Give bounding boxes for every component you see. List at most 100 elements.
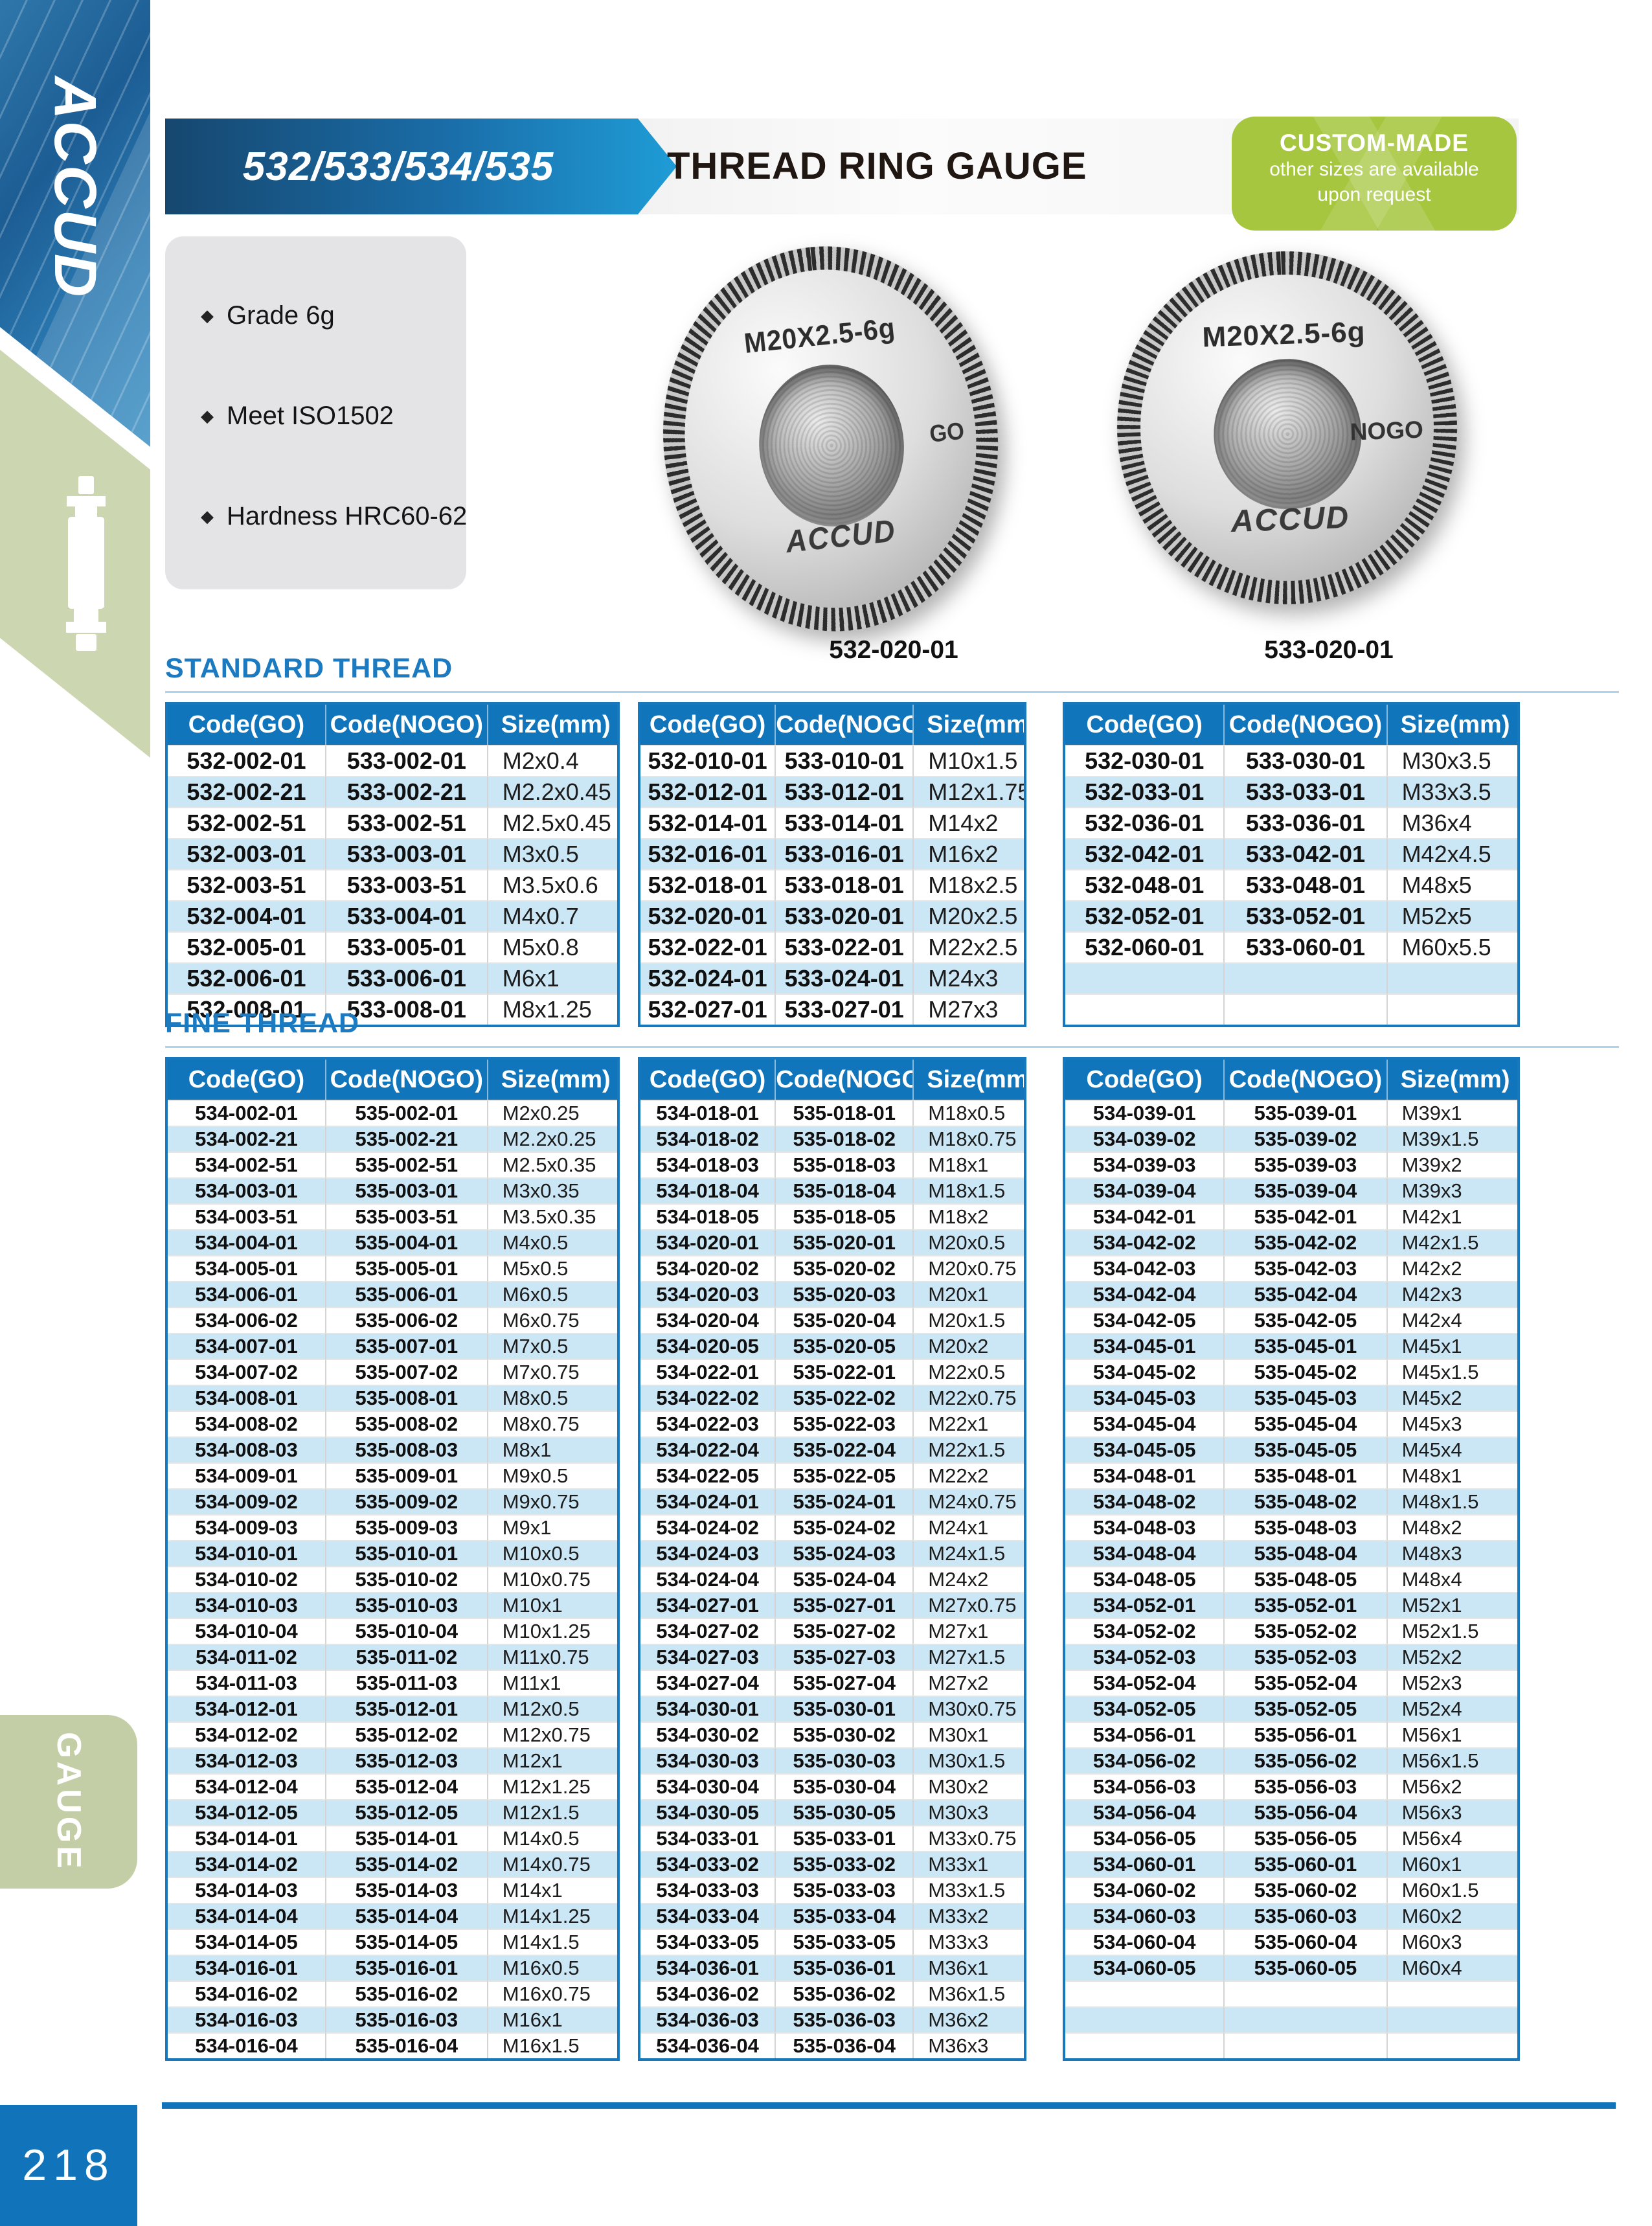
table-cell: 535-052-02 — [1223, 1618, 1386, 1644]
table-cell: 535-052-05 — [1223, 1696, 1386, 1721]
table-cell: M42x4 — [1386, 1307, 1517, 1333]
table-cell: 534-033-03 — [640, 1877, 775, 1903]
table-cell: M6x0.5 — [486, 1281, 617, 1307]
table-cell: 535-008-03 — [324, 1437, 487, 1462]
table-row: 534-010-03 535-010-03 M10x1 — [168, 1592, 617, 1618]
table-cell: M14x1.5 — [486, 1929, 617, 1955]
table-cell: 535-056-01 — [1223, 1721, 1386, 1747]
table-cell: 535-008-02 — [324, 1411, 487, 1437]
diamond-bullet-icon: ◆ — [201, 506, 214, 526]
table-cell: 532-030-01 — [1065, 745, 1224, 776]
table-cell: 535-020-04 — [775, 1307, 913, 1333]
table-cell: M10x1 — [486, 1592, 617, 1618]
table-cell: 534-009-02 — [168, 1488, 325, 1514]
table-row: 534-005-01 535-005-01 M5x0.5 — [168, 1255, 617, 1281]
column-header: Size(mm) — [1386, 705, 1517, 745]
column-header: Code(NOGO) — [1223, 705, 1386, 745]
product-photo-go-ring: M20X2.5-6g GO ACCUD — [644, 229, 1017, 648]
table-cell: 533-014-01 — [775, 807, 913, 838]
table-cell: 534-020-03 — [640, 1281, 775, 1307]
table-cell — [1223, 1981, 1386, 2006]
table-cell: 535-012-05 — [324, 1799, 487, 1825]
table-row: 534-048-03 535-048-03 M48x2 — [1065, 1514, 1517, 1540]
column-header: Code(NOGO) — [775, 705, 913, 745]
table-row: 534-052-03 535-052-03 M52x2 — [1065, 1644, 1517, 1670]
badge-title: CUSTOM-MADE — [1280, 130, 1469, 156]
table-cell: 534-010-01 — [168, 1540, 325, 1566]
table-cell: 535-010-03 — [324, 1592, 487, 1618]
table-row: 534-016-03 535-016-03 M16x1 — [168, 2006, 617, 2032]
table-cell: M33x0.75 — [912, 1825, 1024, 1851]
table-cell: 534-060-04 — [1065, 1929, 1224, 1955]
table-cell: 535-060-03 — [1223, 1903, 1386, 1929]
table-cell: M36x2 — [912, 2006, 1024, 2032]
table-cell: M33x3.5 — [1386, 776, 1517, 807]
model-banner: 532/533/534/535 — [165, 119, 677, 214]
table-cell: M10x0.5 — [486, 1540, 617, 1566]
section-title: FINE THREAD — [165, 1008, 360, 1039]
table-row: 534-009-03 535-009-03 M9x1 — [168, 1514, 617, 1540]
table-cell: 532-002-01 — [168, 745, 325, 776]
table-cell — [1065, 1981, 1224, 2006]
header-row: Code(GO)Code(NOGO)Size(mm) — [1065, 1060, 1517, 1100]
table-cell: 535-018-02 — [775, 1126, 913, 1152]
table-cell: M6x0.75 — [486, 1307, 617, 1333]
table-cell: 535-016-01 — [324, 1955, 487, 1981]
table-row: 534-045-03 535-045-03 M45x2 — [1065, 1385, 1517, 1411]
table-row: 534-002-01 535-002-01 M2x0.25 — [168, 1100, 617, 1126]
standard-thread-tables: Code(GO) Code(NOGO) Size(mm) 532-002-01 533-… — [165, 702, 1619, 1027]
table-cell: 532-014-01 — [640, 807, 775, 838]
table-cell: 535-018-01 — [775, 1100, 913, 1126]
table-cell: M8x0.75 — [486, 1411, 617, 1437]
table-cell: M5x0.5 — [486, 1255, 617, 1281]
table-cell: 534-045-04 — [1065, 1411, 1224, 1437]
table-cell: 535-022-01 — [775, 1359, 913, 1385]
table-row: 532-010-01 533-010-01 M10x1.5 — [640, 745, 1024, 776]
table-cell: 534-022-01 — [640, 1359, 775, 1385]
table-cell: 533-042-01 — [1223, 838, 1386, 869]
table-cell: 534-007-01 — [168, 1333, 325, 1359]
table-row: 534-018-01 535-018-01 M18x0.5 — [640, 1100, 1024, 1126]
table-row: 534-056-02 535-056-02 M56x1.5 — [1065, 1747, 1517, 1773]
header-row: Code(GO)Code(NOGO)Size(mm) — [640, 1060, 1024, 1100]
table-cell: 534-056-04 — [1065, 1799, 1224, 1825]
table-cell: 534-033-05 — [640, 1929, 775, 1955]
table-cell — [1223, 962, 1386, 994]
table-cell: 534-039-03 — [1065, 1152, 1224, 1177]
go-label: GO — [928, 417, 966, 448]
table-cell: M20x1.5 — [912, 1307, 1024, 1333]
table-cell: 535-056-02 — [1223, 1747, 1386, 1773]
table-cell: 534-014-01 — [168, 1825, 325, 1851]
table-cell: 532-005-01 — [168, 931, 325, 962]
table-row: 534-008-01 535-008-01 M8x0.5 — [168, 1385, 617, 1411]
table-row: 534-018-02 535-018-02 M18x0.75 — [640, 1126, 1024, 1152]
table-cell: M39x3 — [1386, 1177, 1517, 1203]
table-row: 534-003-01 535-003-01 M3x0.35 — [168, 1177, 617, 1203]
table-cell: M39x2 — [1386, 1152, 1517, 1177]
table-cell: 534-060-05 — [1065, 1955, 1224, 1981]
table-row: 534-030-04 535-030-04 M30x2 — [640, 1773, 1024, 1799]
table-cell: 535-006-02 — [324, 1307, 487, 1333]
table-row: 534-039-04 535-039-04 M39x3 — [1065, 1177, 1517, 1203]
table-cell: 532-003-01 — [168, 838, 325, 869]
table-cell: 534-030-03 — [640, 1747, 775, 1773]
table-row: 534-045-05 535-045-05 M45x4 — [1065, 1437, 1517, 1462]
table-cell: 534-002-51 — [168, 1152, 325, 1177]
table-row — [1065, 1981, 1517, 2006]
table-row: 532-022-01 533-022-01 M22x2.5 — [640, 931, 1024, 962]
table-cell: 534-039-01 — [1065, 1100, 1224, 1126]
table-cell: 533-012-01 — [775, 776, 913, 807]
table-row: 534-056-01 535-056-01 M56x1 — [1065, 1721, 1517, 1747]
feature-label: Meet ISO1502 — [227, 402, 394, 430]
table-cell: 534-036-01 — [640, 1955, 775, 1981]
table-cell: 534-003-01 — [168, 1177, 325, 1203]
table-row: 532-002-01 533-002-01 M2x0.4 — [168, 745, 617, 776]
table-cell: 532-042-01 — [1065, 838, 1224, 869]
table-cell: M30x2 — [912, 1773, 1024, 1799]
table-cell: 534-024-04 — [640, 1566, 775, 1592]
table-cell: 534-036-03 — [640, 2006, 775, 2032]
table-cell: 534-022-02 — [640, 1385, 775, 1411]
table-row: 534-020-05 535-020-05 M20x2 — [640, 1333, 1024, 1359]
table-cell: M22x1 — [912, 1411, 1024, 1437]
table-cell: 534-052-02 — [1065, 1618, 1224, 1644]
